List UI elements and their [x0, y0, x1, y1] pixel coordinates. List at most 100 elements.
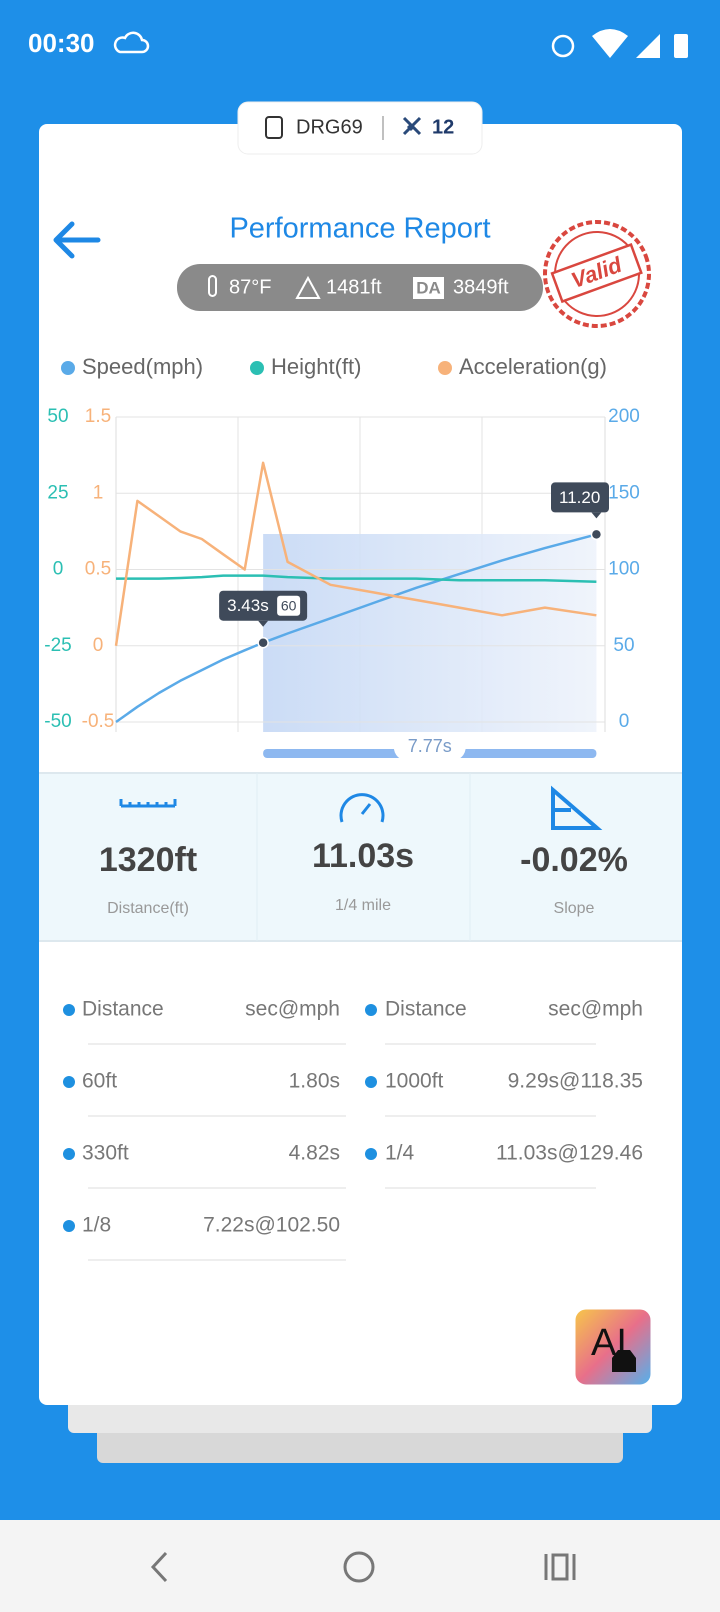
y2-tick-label: 50 — [613, 635, 634, 656]
pill-bg — [237, 101, 483, 155]
car-icon — [612, 1350, 636, 1372]
cell-value: 1.80s — [289, 1070, 340, 1093]
satellite-count: 12 — [432, 116, 454, 138]
mountain-icon — [295, 275, 321, 299]
range-label: 7.77s — [408, 736, 452, 756]
stats-panel — [39, 773, 682, 941]
y3-tick-label: 1.5 — [85, 406, 111, 427]
tooltip-box — [551, 482, 609, 513]
device-icon — [265, 116, 283, 139]
cell-name: 1/4 — [385, 1142, 415, 1165]
altitude: 1481ft — [326, 276, 382, 298]
da-label: DA — [416, 278, 441, 297]
da-box — [413, 277, 444, 299]
cell-value: 11.03s@129.46 — [496, 1142, 643, 1165]
nav-back[interactable] — [150, 1551, 168, 1583]
signal-icon — [636, 34, 660, 58]
battery-icon — [674, 34, 688, 58]
row-bullet — [63, 1004, 75, 1016]
stat-label: 1/4 mile — [335, 897, 391, 914]
cell-value: 9.29s@118.35 — [508, 1070, 643, 1093]
stat-value: -0.02% — [520, 841, 628, 879]
page-title: Performance Report — [229, 213, 490, 245]
ai-button[interactable]: AI — [572, 1306, 654, 1388]
legend-label: Speed(mph) — [82, 354, 203, 379]
cell-name: 60ft — [82, 1070, 117, 1093]
cell-value: sec@mph — [245, 998, 340, 1021]
stamp-ring — [543, 220, 651, 328]
device-name: DRG69 — [296, 116, 363, 138]
tooltip-pointer — [591, 512, 602, 519]
annotation-point — [590, 528, 603, 541]
stat-label: Slope — [554, 900, 595, 917]
nav-recents[interactable] — [544, 1553, 576, 1581]
nav-bar — [0, 1520, 720, 1612]
tooltip-badge-label: 60 — [281, 597, 297, 613]
legend-dot — [250, 361, 264, 375]
ruler-icon — [119, 799, 177, 808]
y3-tick-label: 0.5 — [85, 559, 111, 580]
device-pill[interactable]: DRG69 12 — [237, 101, 483, 155]
nav-home[interactable] — [343, 1551, 375, 1583]
status-time: 00:30 — [28, 28, 95, 58]
cell-name: Distance — [385, 998, 467, 1021]
y2-tick-label: 200 — [608, 406, 640, 427]
legend-label: Height(ft) — [271, 354, 361, 379]
chart: Speed(mph) Height(ft) Acceleration(g) -50 -2… — [44, 354, 640, 761]
splits-table: Distance sec@mph 60ft 1.80s 330ft 4.82s 1/8 7.2… — [63, 998, 643, 1261]
stat-value: 11.03s — [312, 837, 414, 875]
y2-tick-label: 100 — [608, 559, 640, 580]
y-tick-label: 25 — [47, 482, 68, 503]
conditions-pill — [177, 264, 543, 311]
back-button[interactable] — [53, 221, 101, 259]
y-tick-label: 50 — [47, 406, 68, 427]
annotation-point — [257, 636, 269, 649]
y3-tick-label: -0.5 — [82, 711, 115, 732]
cell-name: 330ft — [82, 1142, 129, 1165]
cell-name: Distance — [82, 998, 164, 1021]
alarm-icon — [551, 34, 575, 58]
density-altitude: 3849ft — [453, 276, 509, 298]
cell-name: 1000ft — [385, 1070, 444, 1093]
cell-value: sec@mph — [548, 998, 643, 1021]
y3-tick-label: 0 — [93, 635, 104, 656]
row-bullet — [63, 1076, 75, 1088]
satellite-icon — [402, 116, 422, 136]
speedometer-icon — [339, 793, 385, 823]
y-tick-label: -50 — [44, 711, 71, 732]
y-tick-label: -25 — [44, 635, 71, 656]
legend-dot — [438, 361, 452, 375]
selection-band — [263, 534, 597, 732]
row-bullet — [63, 1148, 75, 1160]
y2-tick-label: 150 — [608, 482, 640, 503]
cloud-icon — [113, 31, 150, 54]
wifi-icon — [592, 29, 628, 58]
y2-tick-label: 0 — [619, 711, 630, 732]
series-line — [114, 461, 597, 646]
row-bullet — [365, 1148, 377, 1160]
temperature: 87°F — [229, 276, 271, 298]
row-bullet — [63, 1220, 75, 1232]
y3-tick-label: 1 — [93, 482, 104, 503]
tooltip-label: 3.43s — [227, 596, 269, 615]
series-line — [115, 533, 597, 724]
slope-icon — [551, 785, 603, 830]
tooltip-badge — [277, 595, 301, 616]
stat-label: Distance(ft) — [107, 900, 189, 917]
cell-name: 1/8 — [82, 1214, 111, 1237]
cell-value: 4.82s — [289, 1142, 340, 1165]
legend-dot — [61, 361, 75, 375]
tooltip-pointer — [258, 620, 269, 627]
tooltip-label: 11.20 — [559, 488, 600, 507]
series-line — [116, 574, 597, 583]
y-tick-label: 0 — [53, 559, 64, 580]
stamp-band — [550, 242, 643, 304]
cell-value: 7.22s@102.50 — [203, 1214, 340, 1237]
stat-value: 1320ft — [99, 841, 197, 879]
row-bullet — [365, 1076, 377, 1088]
thermometer-icon — [208, 275, 217, 297]
range-label-bg — [393, 733, 466, 761]
row-bullet — [365, 1004, 377, 1016]
